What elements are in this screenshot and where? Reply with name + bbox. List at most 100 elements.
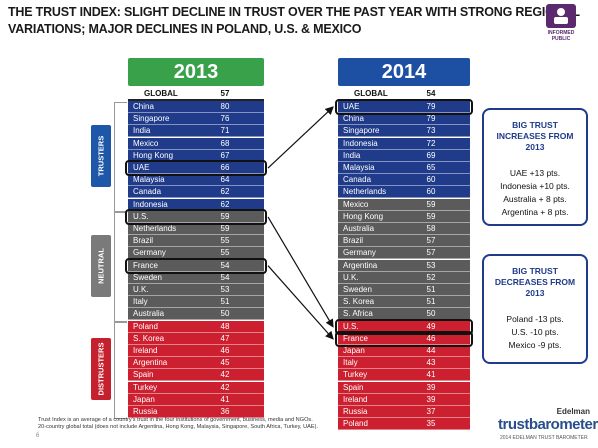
- country-row: Argentina 53: [338, 259, 470, 272]
- country-name: S. Korea: [133, 333, 165, 343]
- trust-value: 62: [220, 199, 230, 209]
- country-row: S. Korea 47: [128, 332, 264, 345]
- trust-value: 57: [426, 236, 436, 246]
- trust-value: 59: [220, 224, 230, 233]
- country-row: Sweden 51: [338, 284, 470, 296]
- country-name: Mexico: [133, 138, 159, 148]
- callout-heading-line: 2013: [525, 142, 545, 152]
- global-value: 57: [220, 89, 230, 98]
- trust-value: 57: [426, 248, 436, 258]
- edelman-logo: Edelman trustbarometer 2014 EDELMAN TRUS…: [498, 407, 598, 445]
- trust-value: 80: [220, 102, 230, 111]
- trust-value: 71: [220, 126, 230, 136]
- trust-value: 68: [220, 138, 230, 148]
- country-name: Poland: [133, 321, 158, 331]
- logo-tagline: 2014 EDELMAN TRUST BAROMETER: [500, 435, 588, 441]
- trust-value: 46: [426, 333, 436, 343]
- country-row: Netherlands 59: [128, 223, 264, 235]
- country-name: U.S.: [343, 321, 359, 331]
- country-row: Canada 60: [338, 174, 470, 187]
- trust-value: 58: [426, 224, 436, 233]
- trust-value: 35: [426, 419, 436, 429]
- trust-value: 51: [426, 285, 436, 294]
- segment-tag-label: DISTRUSTERS: [96, 342, 106, 396]
- trust-value: 59: [426, 199, 436, 209]
- trust-value: 51: [426, 297, 436, 307]
- footnote-line: 20-country global total (does not includ…: [38, 424, 319, 430]
- trust-value: 39: [426, 382, 436, 392]
- country-row: UAE 79: [338, 101, 470, 113]
- country-name: Turkey: [133, 382, 158, 392]
- country-row: Ireland 46: [128, 345, 264, 357]
- country-name: Mexico: [343, 199, 369, 209]
- country-name: Ireland: [343, 394, 368, 404]
- country-name: Russia: [343, 407, 368, 416]
- footnote: Trust Index is an average of a country's…: [38, 417, 358, 431]
- country-row: Sweden 54: [128, 271, 264, 284]
- country-row: Japan 44: [338, 345, 470, 357]
- country-name: S. Africa: [343, 309, 373, 319]
- highlight-box: [125, 257, 267, 274]
- trust-value: 46: [220, 346, 230, 355]
- country-row: Hong Kong 59: [338, 210, 470, 223]
- trust-value: 42: [220, 370, 230, 380]
- callout-heading-line: INCREASES FROM: [496, 131, 574, 141]
- segment-tag-label: NEUTRAL: [96, 247, 106, 284]
- country-row: Turkey 42: [128, 381, 264, 394]
- country-name: Malaysia: [343, 163, 375, 172]
- trust-value: 51: [220, 297, 230, 307]
- page-title: THE TRUST INDEX: SLIGHT DECLINE IN TRUST…: [8, 4, 580, 38]
- country-name: India: [133, 126, 151, 136]
- country-name: Poland: [343, 419, 368, 429]
- country-name: Germany: [133, 248, 166, 258]
- global-value: 54: [426, 89, 436, 98]
- bracket-trusters: [114, 102, 127, 212]
- country-row: France 54: [128, 259, 264, 272]
- country-name: U.K.: [133, 285, 149, 294]
- year-banner-2014: 2014: [338, 58, 470, 86]
- callout-increases: BIG TRUST INCREASES FROM 2013 UAE +13 pts. I…: [482, 108, 588, 226]
- callout-heading-line: BIG TRUST: [512, 120, 558, 130]
- country-row: China 79: [338, 113, 470, 126]
- country-name: U.K.: [343, 272, 359, 282]
- country-name: Spain: [343, 382, 364, 392]
- country-name: Italy: [133, 297, 148, 307]
- segment-tag-label: TRUSTERS: [96, 135, 106, 177]
- trust-value: 49: [426, 321, 436, 331]
- callout-heading: BIG TRUST DECREASES FROM 2013: [484, 266, 586, 299]
- badge-line: INFORMED: [547, 30, 575, 36]
- global-row: GLOBAL 57: [128, 88, 264, 101]
- trust-value: 42: [220, 382, 230, 392]
- country-name: Spain: [133, 370, 154, 380]
- trust-value: 59: [220, 211, 230, 221]
- country-name: Singapore: [133, 114, 170, 124]
- country-row: Malaysia 64: [128, 174, 264, 187]
- trust-value: 52: [426, 272, 436, 282]
- trust-value: 67: [220, 150, 230, 160]
- country-row: Germany 57: [338, 247, 470, 260]
- country-name: France: [133, 260, 158, 270]
- country-name: Canada: [133, 187, 162, 197]
- country-name: Canada: [343, 175, 372, 185]
- logo-name: trustbarometer: [498, 416, 598, 433]
- country-row: Australia 50: [128, 308, 264, 321]
- country-row: Poland 48: [128, 320, 264, 333]
- callout-heading-line: BIG TRUST: [512, 266, 558, 276]
- country-row: Turkey 41: [338, 369, 470, 382]
- global-label: GLOBAL: [144, 89, 178, 98]
- trust-value: 72: [426, 138, 436, 148]
- informed-public-icon: [546, 4, 576, 28]
- country-name: U.S.: [133, 211, 149, 221]
- country-row: Japan 41: [128, 393, 264, 406]
- bracket-distrusters: [114, 321, 127, 420]
- country-name: Australia: [343, 224, 375, 233]
- page-number: 6: [36, 433, 40, 439]
- country-row: Australia 58: [338, 223, 470, 235]
- country-name: Sweden: [343, 285, 372, 294]
- country-row: Italy 43: [338, 357, 470, 370]
- change-arrow: [267, 265, 334, 340]
- trust-value: 73: [426, 126, 436, 136]
- trust-value: 69: [426, 150, 436, 160]
- trust-value: 50: [426, 309, 436, 319]
- global-label: GLOBAL: [354, 89, 388, 98]
